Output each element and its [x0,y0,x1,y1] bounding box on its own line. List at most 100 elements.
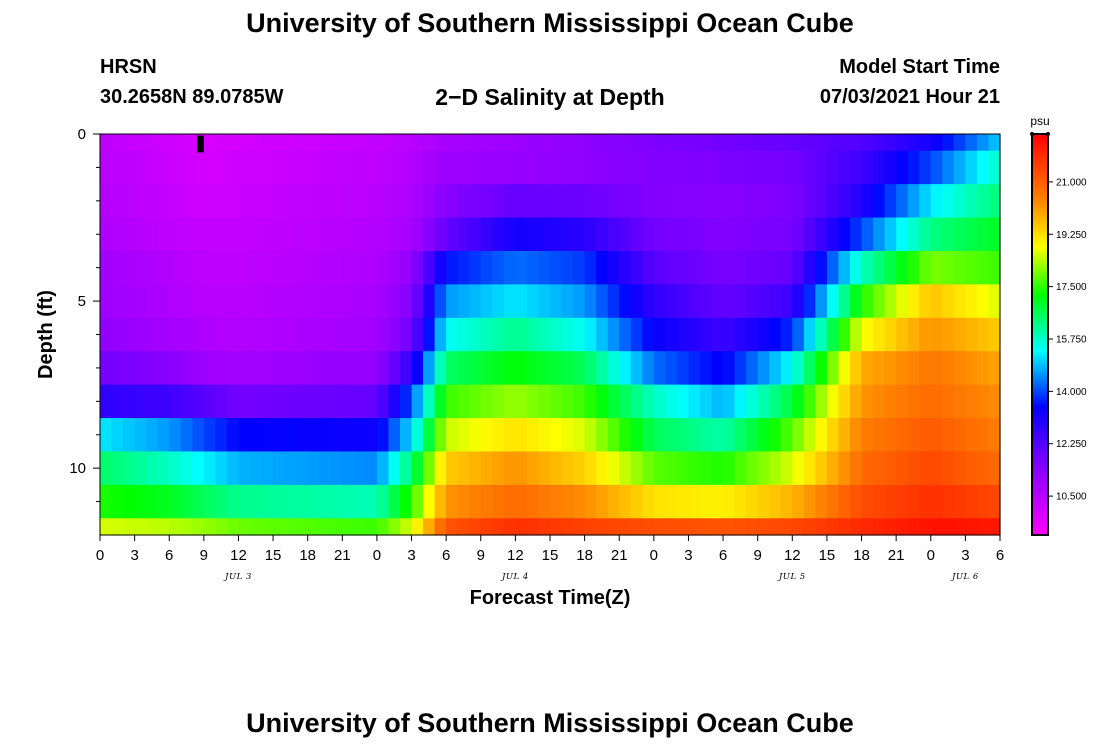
colorbar-segment [1032,368,1048,373]
heatmap-cell [653,451,666,486]
heatmap-cell [180,284,193,319]
heatmap-cell [561,250,574,285]
heatmap-cell [342,484,355,519]
colorbar-segment [1032,308,1048,313]
heatmap-cell [607,451,620,486]
heatmap-cell [826,184,840,219]
colorbar-segment [1032,182,1048,187]
heatmap-cell [884,384,897,419]
heatmap-cell [653,317,666,352]
heatmap-cell [723,384,736,419]
heatmap-cell [261,184,274,219]
heatmap-cell [134,284,147,319]
heatmap-cell [238,184,251,219]
heatmap-cell [561,484,574,519]
heatmap-cell [769,250,782,285]
heatmap-cell [907,451,920,486]
heatmap-cell [273,284,286,319]
heatmap-cell [446,418,459,453]
heatmap-cell [157,150,170,185]
heatmap-cell [157,134,170,152]
heatmap-cell [203,317,216,352]
heatmap-cell [965,217,978,252]
heatmap-cell [353,418,366,453]
heatmap-cell [284,518,297,536]
heatmap-cell [296,518,309,536]
heatmap-cell [342,217,355,252]
heatmap-cell [803,250,816,285]
heatmap-cell [503,317,516,352]
heatmap-cell [746,217,759,252]
heatmap-cell [619,184,632,219]
heatmap-cell [423,351,436,386]
heatmap-cell [353,518,366,536]
heatmap-cell [111,484,124,519]
heatmap-cell [169,250,182,285]
heatmap-cell [100,451,113,486]
heatmap-cell [884,184,897,219]
heatmap-cell [503,284,516,319]
heatmap-cell [907,134,920,152]
heatmap-cell [215,317,228,352]
heatmap-cell [873,217,886,252]
heatmap-cell [700,351,713,386]
heatmap-cell [526,384,540,419]
heatmap-cell [480,250,493,285]
heatmap-cell [134,451,147,486]
heatmap-cell [411,418,424,453]
heatmap-cell [942,184,955,219]
heatmap-cell [250,418,263,453]
heatmap-cell [365,150,378,185]
heatmap-cell [723,351,736,386]
heatmap-cell [826,384,840,419]
colorbar-segment [1032,506,1048,510]
heatmap-cell [226,418,240,453]
heatmap-cell [757,518,770,536]
heatmap-cell [192,184,205,219]
heatmap-cell [953,150,966,185]
colorbar-segment [1032,265,1048,270]
heatmap-cell [365,134,378,152]
heatmap-cell [953,134,966,152]
heatmap-cell [746,451,759,486]
colorbar-segment [1032,260,1048,264]
heatmap-cell [226,351,240,386]
heatmap-cell [757,351,770,386]
heatmap-cell [850,317,863,352]
heatmap-cell [180,184,193,219]
heatmap-cell [353,184,366,219]
heatmap-cell [411,451,424,486]
heatmap-cell [388,518,401,536]
heatmap-cell [734,351,747,386]
heatmap-cell [953,217,966,252]
heatmap-cell [492,418,505,453]
heatmap-cell [365,451,378,486]
heatmap-cell [157,418,170,453]
heatmap-cell [676,134,690,152]
heatmap-cell [619,351,632,386]
heatmap-cell [261,484,274,519]
heatmap-cell [953,184,966,219]
heatmap-cell [215,484,228,519]
colorbar-segment [1032,420,1048,424]
heatmap-cell [838,384,851,419]
colorbar-segment [1032,268,1048,272]
heatmap-cell [446,351,459,386]
colorbar-segment [1032,317,1048,321]
heatmap-cell [976,284,990,319]
model-start-label: Model Start Time [839,56,1000,78]
heatmap-cell [896,451,909,486]
heatmap-cell [700,384,713,419]
heatmap-cell [538,250,551,285]
colorbar-segment [1032,254,1048,258]
heatmap-cell [942,284,955,319]
colorbar-segment [1032,529,1048,533]
heatmap-cell [400,384,413,419]
heatmap-cell [561,150,574,185]
heatmap-cell [965,150,978,185]
heatmap-cell [896,518,909,536]
heatmap-cell [111,150,124,185]
heatmap-cell [319,418,332,453]
heatmap-cell [769,484,782,519]
heatmap-cell [850,351,863,386]
